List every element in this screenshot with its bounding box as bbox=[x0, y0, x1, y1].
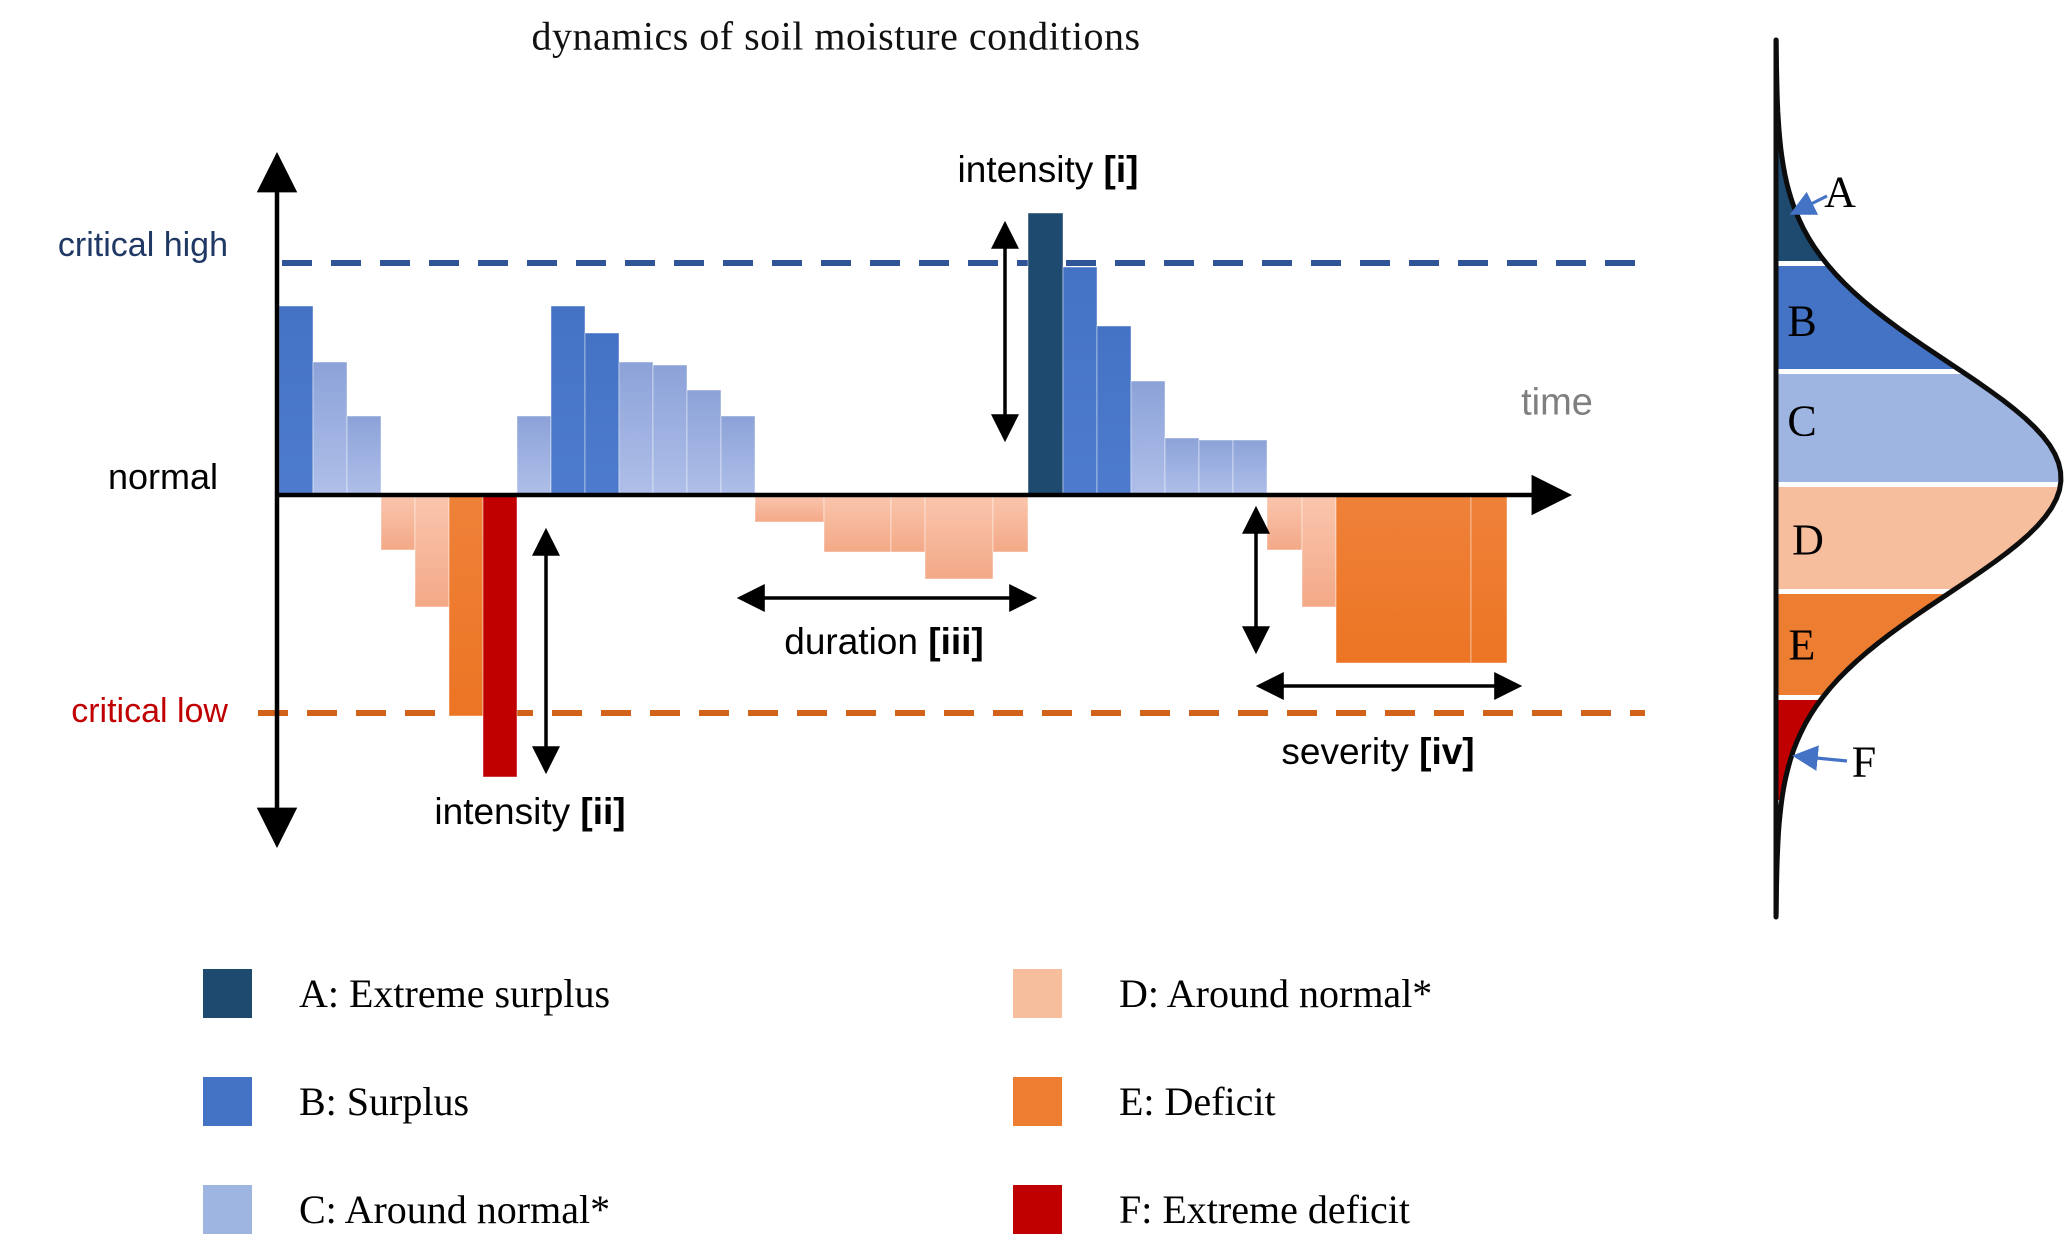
time-label: time bbox=[1521, 381, 1593, 424]
duration-iii-text: duration bbox=[784, 621, 929, 662]
legend-swatch-e bbox=[1013, 1076, 1062, 1126]
bar-class-F bbox=[482, 494, 518, 778]
intensity-i-text: intensity bbox=[957, 149, 1104, 190]
severity-iv-label: severity [iv] bbox=[1281, 731, 1474, 773]
legend-label-d: D: Around normal* bbox=[1119, 970, 1433, 1016]
bar-class-D bbox=[380, 494, 416, 551]
legend-item-extreme-surplus: A: Extreme surplus bbox=[203, 967, 610, 1019]
legend-item-surplus: B: Surplus bbox=[203, 1075, 469, 1127]
intensity-ii-text: intensity bbox=[434, 791, 581, 832]
distribution-outline bbox=[1773, 37, 2064, 920]
threshold-lines bbox=[258, 260, 1645, 716]
normal-label: normal bbox=[107, 456, 218, 497]
distribution-segment-a bbox=[1776, 150, 1825, 261]
severity-iv-text: severity bbox=[1281, 731, 1420, 772]
bar-class-D bbox=[1266, 494, 1303, 551]
critical-high-label: critical high bbox=[57, 226, 228, 264]
intensity-i-label: intensity [i] bbox=[958, 149, 1139, 191]
bar-class-B bbox=[550, 305, 586, 496]
legend-label-a: A: Extreme surplus bbox=[299, 970, 611, 1016]
bar-class-C bbox=[720, 415, 756, 496]
bar-class-C bbox=[1232, 439, 1268, 496]
bar-class-D bbox=[414, 494, 450, 608]
bar-class-D bbox=[754, 494, 825, 523]
legend-label-f: F: Extreme deficit bbox=[1119, 1186, 1411, 1232]
bar-class-C bbox=[516, 415, 552, 496]
legend-label-c: C: Around normal* bbox=[299, 1186, 611, 1232]
legend-item-around-normal-c: C: Around normal* bbox=[203, 1183, 610, 1235]
bar-class-C bbox=[346, 415, 382, 496]
legend-label-e: E: Deficit bbox=[1119, 1078, 1276, 1124]
segment-e-label: E bbox=[1788, 620, 1816, 670]
distribution-segment-c bbox=[1776, 374, 2061, 482]
bar-class-A bbox=[1027, 212, 1064, 496]
distribution-curve bbox=[1773, 37, 2064, 920]
legend-swatch-c bbox=[203, 1184, 252, 1234]
segment-f-label: F bbox=[1851, 737, 1877, 787]
duration-iii-ref: [iii] bbox=[928, 621, 984, 662]
legend-swatch-a bbox=[203, 968, 252, 1018]
distribution-segment-b bbox=[1776, 266, 1959, 369]
bar-class-C bbox=[686, 389, 722, 496]
annotation-arrows bbox=[532, 220, 1523, 775]
bar-class-B bbox=[584, 332, 620, 496]
legend-swatch-b bbox=[203, 1076, 252, 1126]
distribution-pointers bbox=[1789, 191, 1848, 771]
bar-class-C bbox=[312, 361, 348, 496]
legend-item-extreme-deficit: F: Extreme deficit bbox=[1013, 1183, 1410, 1235]
legend-label-b: B: Surplus bbox=[299, 1078, 470, 1124]
bar-class-D bbox=[823, 494, 892, 553]
bar-class-E bbox=[1470, 494, 1508, 664]
bar-class-C bbox=[1130, 380, 1166, 496]
severity-iv-ref: [iv] bbox=[1419, 731, 1475, 772]
bar-class-C bbox=[618, 361, 654, 496]
bar-class-C bbox=[1198, 439, 1234, 496]
bar-class-B bbox=[1062, 266, 1098, 496]
bar-class-B bbox=[278, 305, 314, 496]
legend-swatch-f bbox=[1013, 1184, 1062, 1234]
legend-item-deficit: E: Deficit bbox=[1013, 1075, 1276, 1127]
segment-b-label: B bbox=[1787, 296, 1817, 346]
bar-class-B bbox=[1096, 325, 1132, 496]
distribution-segment-f bbox=[1776, 700, 1821, 800]
bar-class-E bbox=[448, 494, 484, 717]
bar-class-C bbox=[652, 364, 688, 496]
figure-title: dynamics of soil moisture conditions bbox=[531, 13, 1141, 59]
legend-swatch-d bbox=[1013, 968, 1062, 1018]
bar-class-C bbox=[1164, 437, 1200, 496]
moisture-bars bbox=[278, 212, 1508, 778]
bar-class-D bbox=[1301, 494, 1337, 608]
bar-class-D bbox=[890, 494, 926, 553]
segment-f-pointer-arrow bbox=[1792, 745, 1848, 771]
intensity-i-ref: [i] bbox=[1103, 149, 1139, 190]
distribution-segment-e bbox=[1776, 594, 1948, 695]
segment-a-label: A bbox=[1824, 167, 1856, 217]
segment-c-label: C bbox=[1787, 396, 1817, 446]
critical-low-label: critical low bbox=[71, 692, 228, 730]
intensity-ii-ref: [ii] bbox=[580, 791, 626, 832]
segment-a-pointer-arrow bbox=[1789, 191, 1828, 215]
bar-class-E bbox=[1335, 494, 1472, 664]
bar-class-D bbox=[992, 494, 1029, 553]
intensity-ii-label: intensity [ii] bbox=[434, 791, 625, 833]
duration-iii-label: duration [iii] bbox=[784, 621, 983, 663]
legend-item-around-normal-d: D: Around normal* bbox=[1013, 967, 1432, 1019]
segment-d-label: D bbox=[1792, 515, 1824, 565]
axes bbox=[256, 151, 1573, 849]
bar-class-D bbox=[924, 494, 994, 580]
